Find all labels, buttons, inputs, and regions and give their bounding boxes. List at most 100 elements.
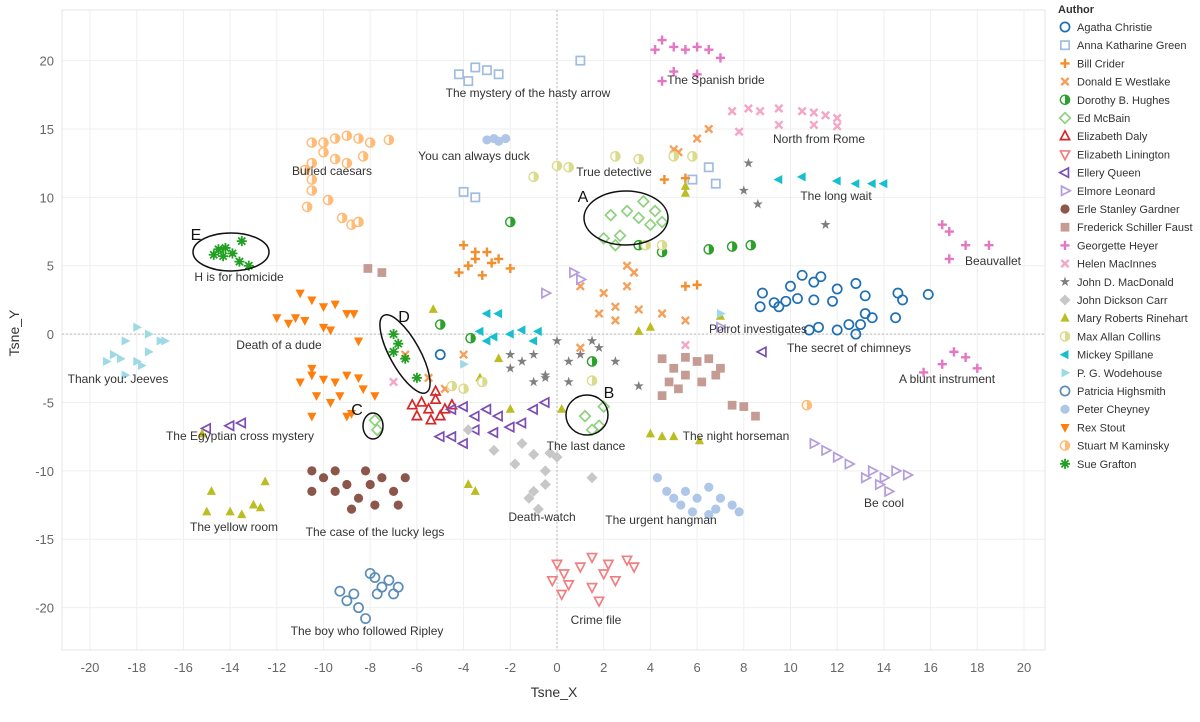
- annotation: You can always duck: [418, 149, 531, 163]
- point: [745, 239, 757, 251]
- legend-marker: [1060, 58, 1070, 68]
- point: [144, 347, 154, 357]
- legend-marker: [1059, 440, 1071, 451]
- point: [353, 216, 364, 228]
- annotation: Death of a dude: [236, 338, 322, 352]
- point: [843, 319, 855, 330]
- x-tick-label: -20: [81, 660, 100, 675]
- point: [341, 157, 353, 169]
- legend-item: Elmore Leonard: [1060, 184, 1155, 198]
- point: [460, 359, 469, 369]
- point: [575, 55, 586, 66]
- point: [680, 187, 691, 197]
- point: [234, 256, 245, 267]
- point: [669, 42, 679, 52]
- point: [704, 124, 714, 134]
- point-fill: [1065, 441, 1070, 451]
- legend-marker: [1059, 276, 1071, 287]
- point: [687, 151, 698, 162]
- point-fill: [323, 138, 329, 148]
- point: [808, 294, 820, 306]
- x-tick-label: -8: [364, 660, 376, 675]
- point: [884, 485, 896, 498]
- point: [629, 268, 639, 278]
- point: [773, 174, 783, 185]
- point: [318, 137, 329, 148]
- point: [299, 164, 311, 176]
- legend-title: Author: [1058, 4, 1095, 16]
- point: [434, 349, 446, 361]
- point: [383, 134, 395, 146]
- point-fill: [335, 133, 340, 144]
- point: [482, 135, 492, 145]
- point: [944, 254, 954, 264]
- point: [218, 251, 229, 262]
- point: [341, 595, 353, 607]
- legend-label: Mickey Spillane: [1077, 350, 1153, 362]
- point: [676, 500, 686, 510]
- point: [528, 336, 538, 346]
- point: [648, 204, 662, 218]
- point-fill: [346, 158, 352, 168]
- legend-label: Erle Stanley Gardner: [1077, 204, 1180, 216]
- points: [102, 35, 994, 624]
- point: [458, 186, 469, 197]
- point: [429, 392, 442, 405]
- point: [505, 216, 516, 228]
- point: [364, 137, 376, 148]
- point-fill: [358, 217, 364, 227]
- point: [353, 374, 364, 384]
- point: [645, 321, 655, 331]
- annotation: The mystery of the hasty arrow: [446, 86, 611, 100]
- point: [330, 300, 340, 310]
- annotation: True detective: [576, 165, 652, 179]
- point: [458, 383, 469, 395]
- point-fill: [311, 185, 317, 196]
- legend-label: Georgette Heyer: [1077, 240, 1159, 252]
- point: [428, 304, 438, 313]
- highlight-ellipse: [192, 232, 270, 272]
- point: [610, 356, 621, 366]
- point: [755, 106, 765, 116]
- point: [680, 181, 691, 190]
- point: [300, 316, 310, 326]
- point: [944, 226, 954, 237]
- point: [133, 356, 143, 367]
- point: [551, 160, 563, 172]
- plot-frame: [61, 9, 1046, 651]
- point: [562, 580, 575, 592]
- point: [470, 62, 481, 73]
- point-fill: [451, 381, 457, 391]
- point: [406, 398, 419, 410]
- point: [462, 424, 474, 436]
- point: [657, 76, 667, 86]
- point-fill: [335, 154, 340, 164]
- point: [346, 504, 357, 514]
- point: [353, 493, 364, 503]
- highlight-label: B: [604, 385, 615, 402]
- point: [546, 575, 559, 588]
- point: [597, 231, 611, 245]
- point: [657, 35, 667, 45]
- x-tick-label: -10: [314, 660, 333, 675]
- point: [597, 400, 611, 414]
- point: [809, 108, 819, 118]
- point: [681, 370, 690, 380]
- point: [482, 247, 492, 257]
- legend-item: Elizabeth Linington: [1058, 149, 1170, 162]
- highlight-label: C: [351, 402, 363, 419]
- x-tick-label: 14: [877, 660, 891, 675]
- point: [551, 335, 563, 346]
- point: [860, 471, 873, 484]
- point: [662, 486, 672, 496]
- point: [539, 479, 551, 491]
- point: [368, 413, 382, 427]
- legend: Agatha Christie Anna Katharine Green Bill …: [1057, 21, 1193, 471]
- y-tick-label: 20: [40, 54, 54, 69]
- point: [102, 356, 112, 367]
- point: [792, 293, 803, 304]
- point: [563, 161, 574, 173]
- highlight-label: E: [191, 227, 202, 244]
- point: [295, 289, 305, 299]
